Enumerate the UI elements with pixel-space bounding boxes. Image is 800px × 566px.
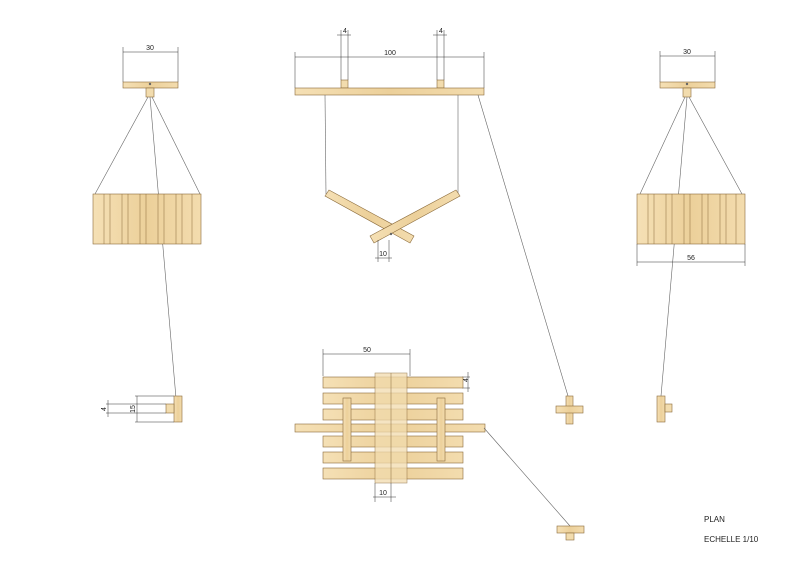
dim-plan-width: 50 xyxy=(363,347,371,354)
dim-left-top-label: 30 xyxy=(146,45,154,52)
dim-center-post-right: 4 xyxy=(439,28,443,35)
dim-right-top: 30 xyxy=(683,49,691,56)
dim-center-cross: 10 xyxy=(379,251,387,258)
right-elevation: 30 56 xyxy=(636,49,746,423)
right-slat-block xyxy=(636,193,746,245)
dim-left-small-a: 4 xyxy=(101,407,108,411)
dim-right-block: 56 xyxy=(687,255,695,262)
left-small-piece: 4 15 xyxy=(101,395,183,423)
left-slat-block xyxy=(92,193,202,245)
center-cross-boards xyxy=(324,189,461,244)
center-small-cross xyxy=(555,395,584,425)
plan-small-piece xyxy=(556,525,585,541)
dim-left-top: 30 xyxy=(122,45,179,82)
plan-title: PLAN xyxy=(704,515,725,524)
plan-view: 50 4 10 xyxy=(294,347,585,541)
plan-left-crosspiece xyxy=(342,397,352,462)
dim-center-beam: 100 xyxy=(384,50,396,57)
left-elevation: 30 xyxy=(92,45,202,423)
dim-center-post-left: 4 xyxy=(343,28,347,35)
dim-plan-gap: 10 xyxy=(379,490,387,497)
center-elevation: 100 4 4 10 xyxy=(294,28,584,425)
center-beam xyxy=(294,87,485,96)
scale-title: ECHELLE 1/10 xyxy=(704,535,759,544)
dim-left-small-b: 15 xyxy=(130,405,137,413)
plan-right-crosspiece xyxy=(436,397,446,462)
left-hanger xyxy=(145,87,155,98)
dim-plan-slat: 4 xyxy=(463,378,470,382)
right-small-piece xyxy=(656,395,673,423)
